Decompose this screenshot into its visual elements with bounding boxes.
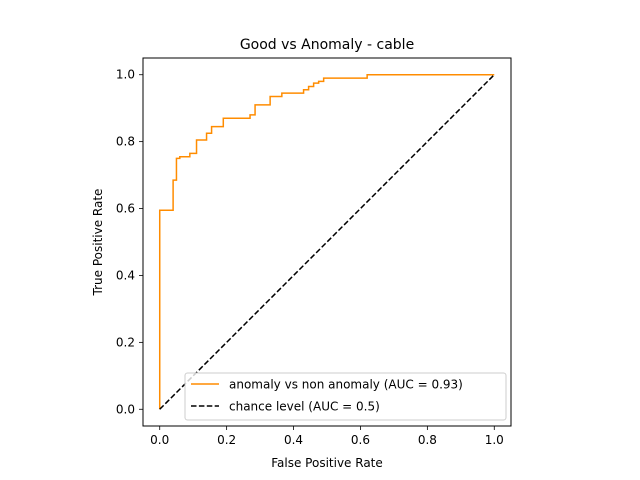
series-line-roc-curve: [158, 73, 495, 410]
x-tick-label: 0.6: [351, 433, 370, 447]
legend-label: anomaly vs non anomaly (AUC = 0.93): [229, 378, 463, 392]
y-tick-label: 0.4: [116, 268, 135, 282]
y-tick-label: 1.0: [116, 68, 135, 82]
x-tick-label: 0.8: [418, 433, 437, 447]
plot-area: [143, 58, 511, 426]
y-tick-label: 0.8: [116, 135, 135, 149]
y-tick-label: 0.2: [116, 335, 135, 349]
legend-box: [184, 372, 507, 421]
chart-title: Good vs Anomaly - cable: [240, 37, 414, 53]
legend: anomaly vs non anomaly (AUC = 0.93) chanc…: [184, 372, 507, 421]
plot-border: [142, 57, 512, 427]
x-tick-label: 0.2: [217, 433, 236, 447]
y-axis-label: True Positive Rate: [91, 189, 105, 297]
x-axis-ticks: 0.0 0.2 0.4 0.6 0.8 1.0: [150, 426, 504, 447]
x-axis-label: False Positive Rate: [271, 456, 383, 470]
legend-label: chance level (AUC = 0.5): [229, 400, 380, 414]
series-layer: [158, 73, 495, 410]
x-tick-label: 0.0: [150, 433, 169, 447]
y-axis-ticks: 0.0 0.2 0.4 0.6 0.8 1.0: [116, 68, 143, 416]
x-tick-label: 0.4: [284, 433, 303, 447]
y-tick-label: 0.0: [116, 402, 135, 416]
x-tick-label: 1.0: [485, 433, 504, 447]
y-tick-label: 0.6: [116, 202, 135, 216]
